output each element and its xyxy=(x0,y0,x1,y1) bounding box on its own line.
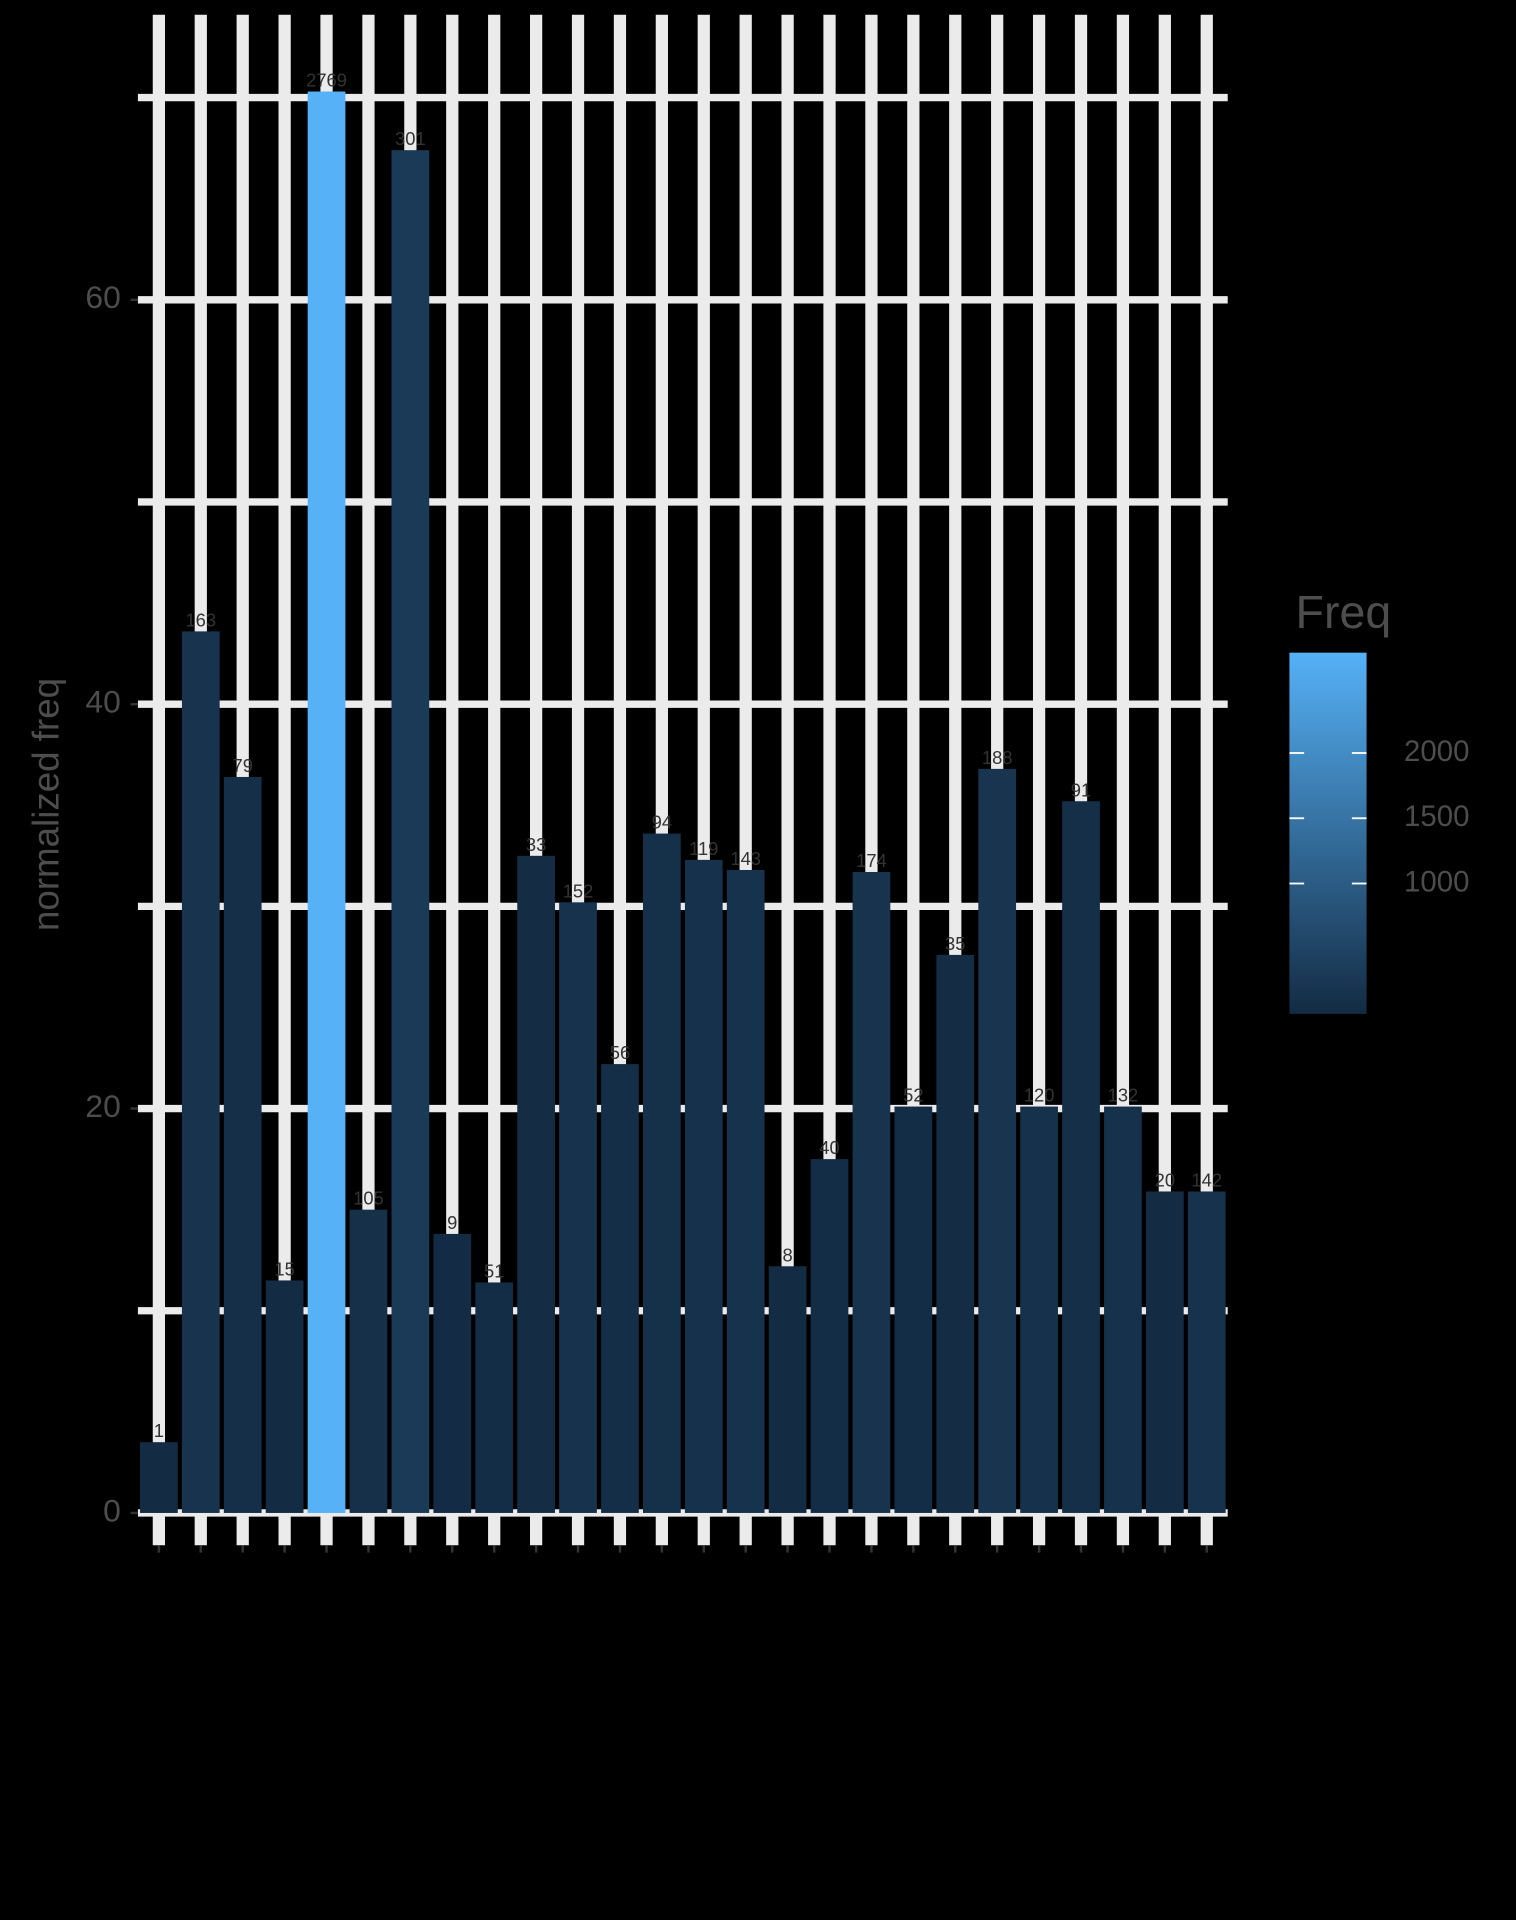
bar xyxy=(936,954,975,1513)
data-label: 1 xyxy=(154,1420,164,1441)
data-label: 188 xyxy=(982,747,1013,768)
legend-tick-label: 1500 xyxy=(1404,800,1469,833)
bar xyxy=(1145,1191,1184,1513)
bar xyxy=(1062,801,1100,1513)
colorbar xyxy=(1289,652,1367,1014)
data-label: 2769 xyxy=(306,70,347,91)
data-label: 119 xyxy=(689,838,718,859)
bar xyxy=(140,1442,178,1513)
data-label: 120 xyxy=(1024,1085,1055,1106)
data-label: 94 xyxy=(652,812,672,833)
data-label: 20 xyxy=(1155,1170,1175,1191)
data-label: 143 xyxy=(730,848,761,869)
bar xyxy=(559,902,597,1513)
data-label: 52 xyxy=(903,1085,923,1106)
data-label: 132 xyxy=(1108,1085,1139,1106)
legend-tick-label: 2000 xyxy=(1404,735,1469,768)
bar xyxy=(307,91,346,1513)
bar xyxy=(642,833,681,1513)
bar xyxy=(684,859,723,1513)
bar xyxy=(433,1233,472,1513)
bar xyxy=(978,768,1017,1513)
bar xyxy=(349,1209,388,1513)
data-label: 163 xyxy=(185,609,216,630)
bar xyxy=(894,1106,933,1513)
bar xyxy=(1104,1106,1142,1513)
bar xyxy=(1020,1106,1058,1513)
bar xyxy=(181,631,220,1513)
data-label: 8 xyxy=(782,1244,792,1265)
data-label: 56 xyxy=(610,1042,630,1063)
bar xyxy=(391,150,430,1513)
bar xyxy=(265,1280,304,1513)
data-label: 51 xyxy=(484,1261,504,1282)
legend-title: Freq xyxy=(1296,586,1392,638)
bar xyxy=(517,855,555,1513)
data-label: 174 xyxy=(856,850,887,871)
data-label: 15 xyxy=(274,1258,294,1279)
bar xyxy=(852,871,891,1513)
data-label: 40 xyxy=(819,1137,839,1158)
bar xyxy=(223,776,262,1513)
data-label: 35 xyxy=(945,933,965,954)
data-label: 105 xyxy=(353,1188,384,1209)
data-label: 79 xyxy=(232,755,252,776)
data-label: 142 xyxy=(1191,1170,1222,1191)
y-axis-label: normalized freq xyxy=(26,678,67,931)
data-label: 301 xyxy=(395,128,426,149)
y-tick-label: 40 xyxy=(85,684,120,720)
data-label: 91 xyxy=(1071,779,1091,800)
legend-tick-label: 1000 xyxy=(1404,865,1469,898)
bar xyxy=(601,1064,639,1513)
bar xyxy=(726,869,765,1513)
bar xyxy=(768,1266,807,1513)
bar xyxy=(810,1159,849,1513)
y-tick-label: 60 xyxy=(85,279,120,315)
data-label: 33 xyxy=(526,834,546,855)
bar xyxy=(1187,1191,1226,1513)
bar xyxy=(475,1282,514,1513)
data-label: 9 xyxy=(447,1212,457,1233)
data-label: 152 xyxy=(563,880,594,901)
y-tick-label: 0 xyxy=(103,1492,121,1528)
y-tick-label: 20 xyxy=(85,1088,120,1124)
